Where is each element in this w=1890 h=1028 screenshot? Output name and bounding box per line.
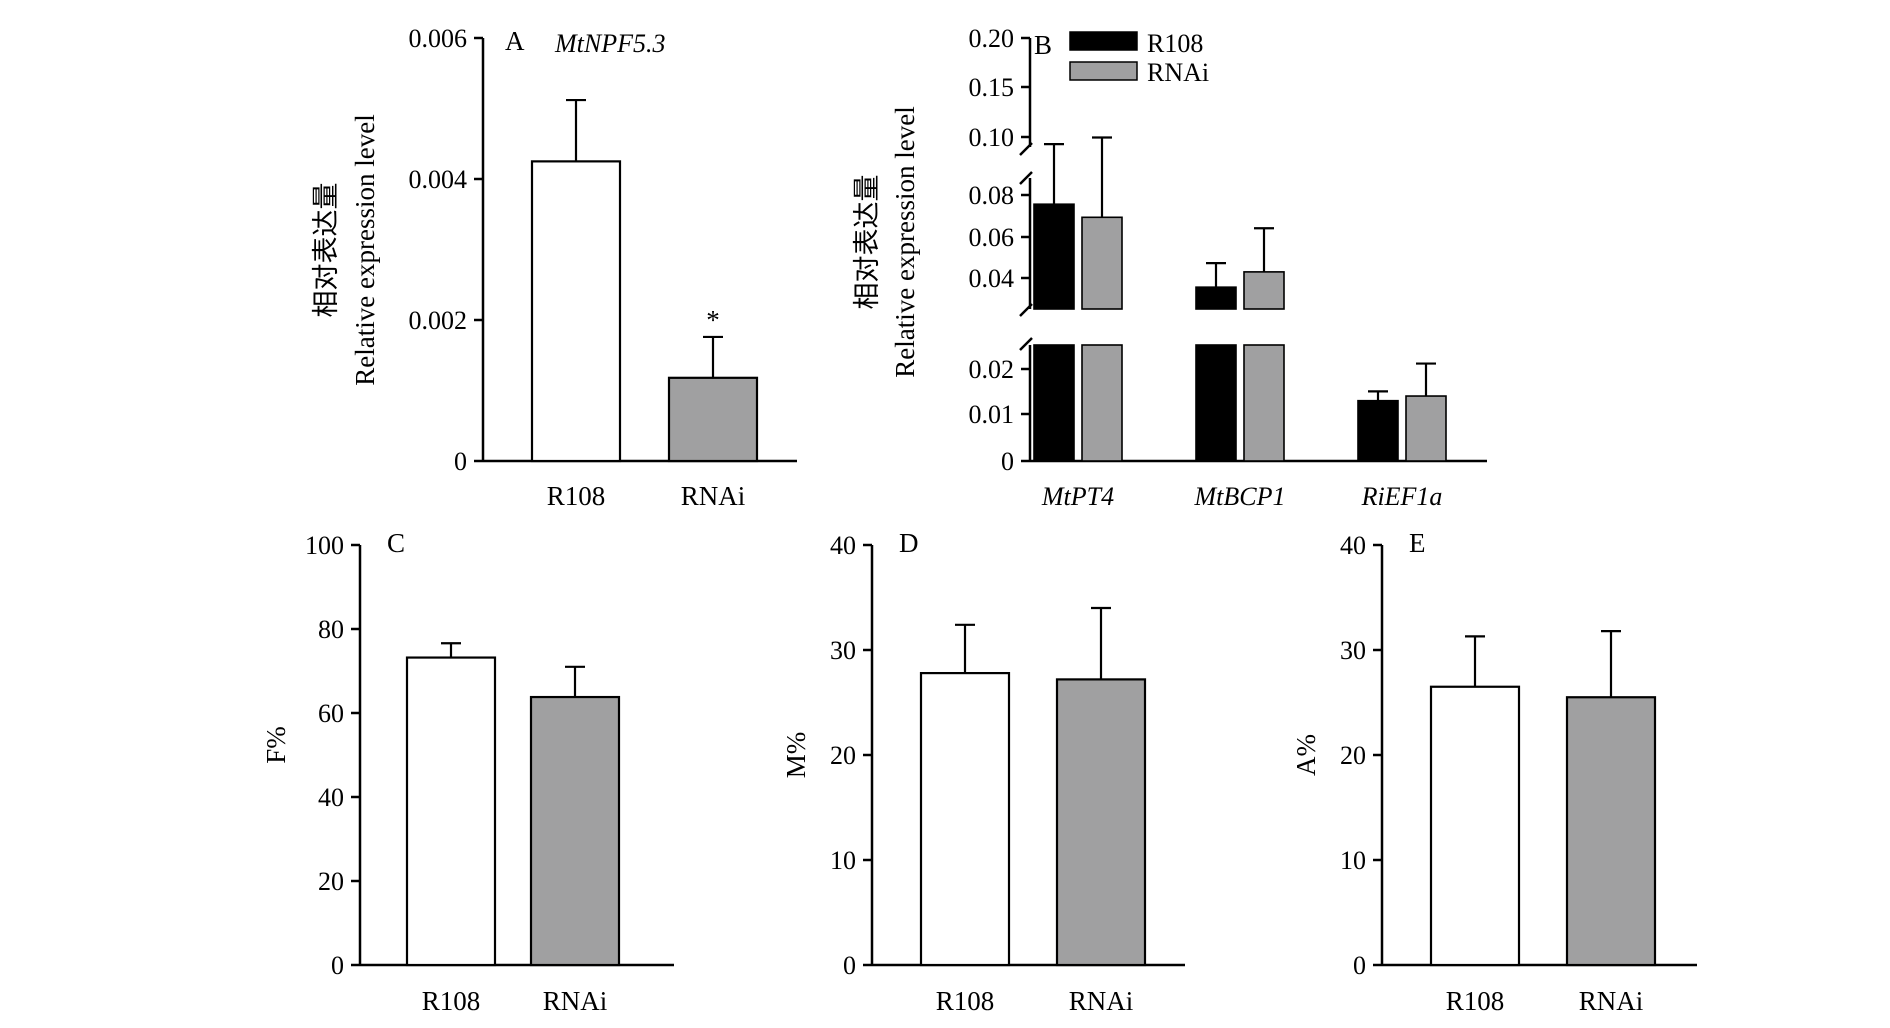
legend-swatch-r108 [1069,31,1138,51]
x-category-label: RNAi [1579,986,1644,1016]
y-tick-label: 80 [318,615,344,644]
bar-rief1a-rnai [1405,395,1447,462]
legend-swatch-rnai [1069,61,1138,81]
y-tick-label: 40 [830,531,856,560]
x-category-label: MtPT4 [1041,482,1114,511]
y-tick-label: 0 [331,951,344,980]
bar-mtbcp1-r108 [1195,286,1237,310]
y-tick-label: 0.20 [969,24,1015,53]
axis-break-mark [1019,303,1033,317]
bar-mtpt4-r108 [1033,344,1075,462]
legend-label-rnai: RNAi [1147,58,1209,87]
bar-mtpt4-rnai [1081,216,1123,310]
x-category-label: RNAi [543,986,608,1016]
y-tick-label: 0.15 [969,73,1015,102]
y-axis-label: A% [1291,734,1321,776]
y-tick-label: 20 [830,741,856,770]
y-tick-label: 0.08 [969,181,1015,210]
bar-rnai [667,376,759,463]
y-tick-label: 0 [843,951,856,980]
y-tick-label: 0.02 [969,355,1015,384]
y-tick-label: 0.002 [409,306,468,335]
y-axis-label: Relative expression level [890,106,920,377]
x-category-label: RiEF1a [1361,482,1443,511]
legend-label-r108: R108 [1147,29,1203,58]
x-category-label: MtBCP1 [1194,482,1286,511]
panel-letter: E [1409,528,1426,558]
y-tick-label: 40 [1340,531,1366,560]
y-tick-label: 40 [318,783,344,812]
panel-letter: A [505,26,525,56]
y-axis-label: M% [781,732,811,779]
x-category-label: RNAi [1069,986,1134,1016]
y-tick-label: 0.004 [409,165,468,194]
bar-rnai [1565,696,1657,967]
y-tick-label: 30 [1340,636,1366,665]
axis-break-mark [1019,337,1033,351]
panel-letter: C [387,528,405,558]
bar-mtpt4-rnai [1081,344,1123,462]
x-category-label: RNAi [681,481,746,511]
y-tick-label: 10 [1340,846,1366,875]
y-tick-label: 0 [454,447,467,476]
panel-e: 0 10 20 30 40 R108 RNAi E A% [1291,528,1697,1016]
x-category-label: R108 [547,481,606,511]
panel-letter: D [899,528,919,558]
significance-mark: * [706,305,720,335]
y-tick-label: 0.01 [969,400,1015,429]
bar-r108 [530,160,622,463]
y-tick-label: 100 [305,531,344,560]
bar-rnai [1055,678,1147,967]
y-tick-label: 20 [318,867,344,896]
axis-break-mark [1019,171,1033,185]
bar-mtbcp1-rnai [1243,344,1285,462]
bar-rief1a-r108 [1357,399,1399,462]
y-axis-label: Relative expression level [350,114,380,385]
y-tick-label: 30 [830,636,856,665]
bar-r108 [1429,685,1521,967]
y-tick-label: 10 [830,846,856,875]
bar-mtbcp1-r108 [1195,344,1237,462]
panel-letter: B [1034,30,1052,60]
x-category-label: R108 [936,986,995,1016]
y-tick-label: 0 [1001,447,1014,476]
y-axis-label-cn: 相对表达量 [852,175,882,310]
y-tick-label: 0.04 [969,264,1015,293]
bar-r108 [405,656,497,967]
y-axis-label-cn: 相对表达量 [311,183,341,318]
bar-rnai [529,695,621,967]
bar-mtbcp1-rnai [1243,271,1285,310]
y-axis-label: F% [261,726,291,764]
bar-mtpt4-r108 [1033,203,1075,310]
y-tick-label: 0.006 [409,24,468,53]
x-category-label: R108 [422,986,481,1016]
bar-r108 [919,671,1011,967]
panel-b: 0 0.01 0.02 0.04 0.06 0.08 0.10 0.15 0.20 MtPT4 Mt… [852,24,1487,511]
y-tick-label: 0 [1353,951,1366,980]
y-tick-label: 0.06 [969,223,1015,252]
panel-c: 0 20 40 60 80 100 R108 RNAi C F% [261,528,674,1016]
axis-break-mark [1019,142,1033,156]
panel-a: 0 0.002 0.004 0.006 R108 RNAi * A Relative expre… [311,24,797,511]
gene-title: MtNPF5.3 [554,29,666,58]
y-tick-label: 20 [1340,741,1366,770]
y-tick-label: 60 [318,699,344,728]
panel-d: 0 10 20 30 40 R108 RNAi D M% [781,528,1185,1016]
y-tick-label: 0.10 [969,123,1015,152]
x-category-label: R108 [1446,986,1505,1016]
